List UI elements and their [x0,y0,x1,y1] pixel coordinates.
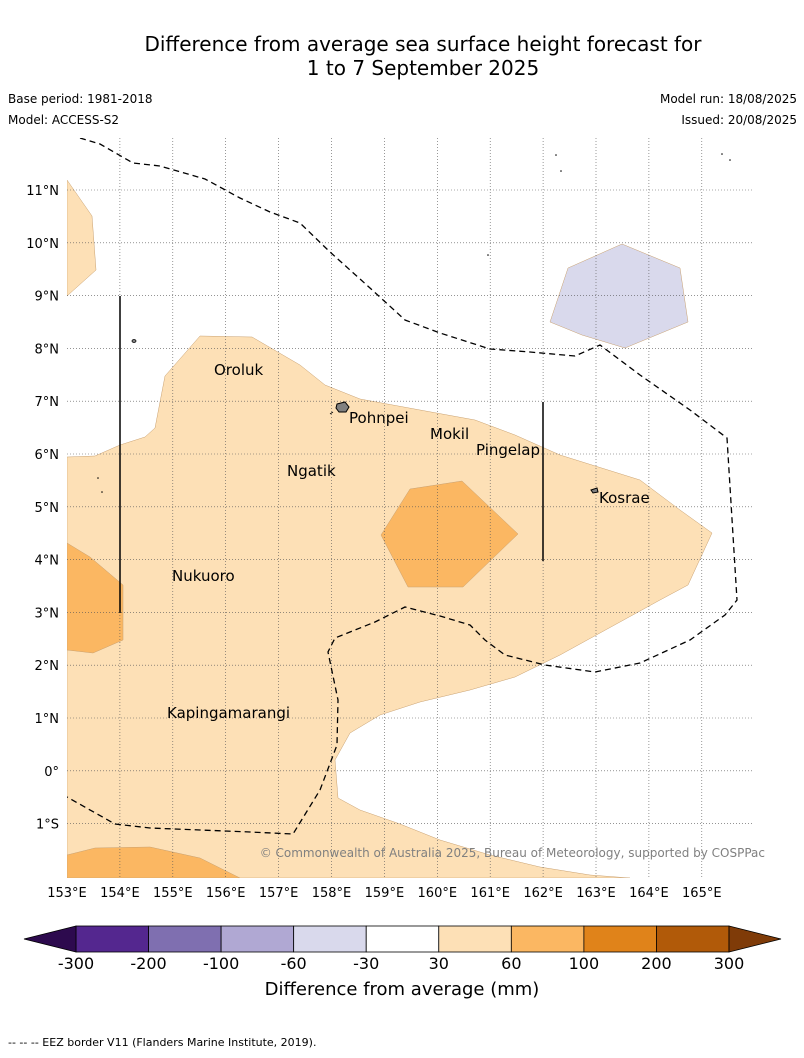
lat-tick-label: 5°N [35,501,60,516]
model-text: Model: ACCESS-S2 [8,113,120,127]
lat-tick-label: 7°N [35,395,60,410]
place-label-kapingamarangi: Kapingamarangi [167,704,290,722]
islet-west [131,339,137,343]
gridlines [67,138,754,878]
light-purple-region [549,243,689,349]
place-label-ngatik: Ngatik [287,462,336,480]
islet-ne-1 [555,154,557,156]
orange-region-south [67,846,241,878]
islet-west-3 [101,491,103,493]
colorbar: -300 -200 -100 -60 -30 30 60 100 200 300 Differen… [23,925,782,1000]
colorbar-tick-label: -60 [281,954,307,973]
map-panel: Oroluk Pohnpei Mokil Pingelap Ngatik Kos… [26,138,765,901]
colorbar-bin [510,925,585,953]
colorbar-tick-label: -30 [353,954,379,973]
place-label-kosrae: Kosrae [599,489,650,507]
colorbar-bin [365,925,440,953]
orange-region-center [380,480,519,588]
islet-ne-3 [721,153,723,155]
light-orange-region-northwest [67,179,97,297]
issued-text: Issued: 20/08/2025 [681,113,797,127]
lat-tick-label: 4°N [35,554,60,569]
light-orange-region-main [67,335,713,878]
colorbar-bins [23,925,782,953]
lon-tick-label: 155°E [153,886,193,901]
base-period-text: Base period: 1981-2018 [8,92,153,106]
map-title: Difference from average sea surface heig… [0,32,804,80]
colorbar-bin [148,925,222,953]
lon-tick-label: 156°E [206,886,246,901]
lat-tick-label: 0° [44,765,59,780]
islet-ne-2 [560,170,562,172]
contour-fills [67,179,713,878]
axis-labels: 153°E 154°E 155°E 156°E 157°E 158°E 159°E 160°E… [26,184,721,901]
pohnpei-island [335,401,350,413]
lat-tick-label: 8°N [35,342,60,357]
colorbar-tick-label: -100 [203,954,239,973]
lon-tick-label: 162°E [523,886,563,901]
islet-ne-4 [729,159,731,161]
lat-tick-label: 11°N [26,184,59,199]
lon-tick-label: 154°E [100,886,140,901]
colorbar-tick-label: 100 [569,954,600,973]
orange-region-west [67,542,124,654]
title-line-1: Difference from average sea surface heig… [144,32,702,56]
lon-tick-label: 153°E [47,886,87,901]
eez-legend-note: -- -- -- EEZ border V11 (Flanders Marine… [8,1036,317,1049]
place-label-nukuoro: Nukuoro [172,567,235,585]
kosrae-island [590,487,599,494]
lat-tick-label: 10°N [26,237,59,252]
lon-tick-label: 158°E [312,886,352,901]
colorbar-bin [583,925,657,953]
lon-tick-label: 159°E [365,886,405,901]
colorbar-bin [75,925,149,953]
colorbar-bin [438,925,512,953]
colorbar-tick-label: 60 [501,954,521,973]
islet-west-2 [97,477,99,479]
lat-tick-label: 3°N [35,606,60,621]
place-label-pingelap: Pingelap [476,441,540,459]
lat-tick-label: 9°N [35,290,60,305]
place-labels: Oroluk Pohnpei Mokil Pingelap Ngatik Kos… [167,361,650,722]
eez-border-north [67,138,738,835]
colorbar-title: Difference from average (mm) [265,979,540,1000]
lon-tick-label: 164°E [629,886,669,901]
model-run-text: Model run: 18/08/2025 [659,92,797,106]
islet-center-north [487,254,489,256]
lon-tick-label: 157°E [259,886,299,901]
copyright-notice: © Commonwealth of Australia 2025, Bureau… [260,846,765,860]
islet-pohnpei-west [329,411,334,415]
lat-tick-label: 2°N [35,659,60,674]
place-label-mokil: Mokil [430,425,469,443]
lon-tick-label: 163°E [576,886,616,901]
colorbar-ticks: -300 -200 -100 -60 -30 30 60 100 200 300 [58,954,744,973]
place-label-oroluk: Oroluk [214,361,263,379]
title-line-2: 1 to 7 September 2025 [306,56,540,80]
lon-tick-label: 165°E [682,886,722,901]
colorbar-tick-label: 300 [714,954,745,973]
colorbar-tick-label: 200 [641,954,672,973]
lat-tick-label: 6°N [35,448,60,463]
colorbar-bin [293,925,367,953]
lat-tick-label: 1°S [36,818,59,833]
colorbar-tick-label: -300 [58,954,94,973]
lon-tick-label: 160°E [418,886,458,901]
colorbar-tick-label: 30 [429,954,449,973]
colorbar-bin [656,925,730,953]
place-label-pohnpei: Pohnpei [349,409,409,427]
colorbar-min-extension [23,925,77,953]
eez-borders [67,138,738,835]
colorbar-max-extension [728,925,782,953]
colorbar-tick-label: -200 [130,954,166,973]
lat-tick-label: 1°N [35,712,60,727]
islands [97,153,731,494]
lon-tick-label: 161°E [470,886,510,901]
colorbar-bin [220,925,295,953]
